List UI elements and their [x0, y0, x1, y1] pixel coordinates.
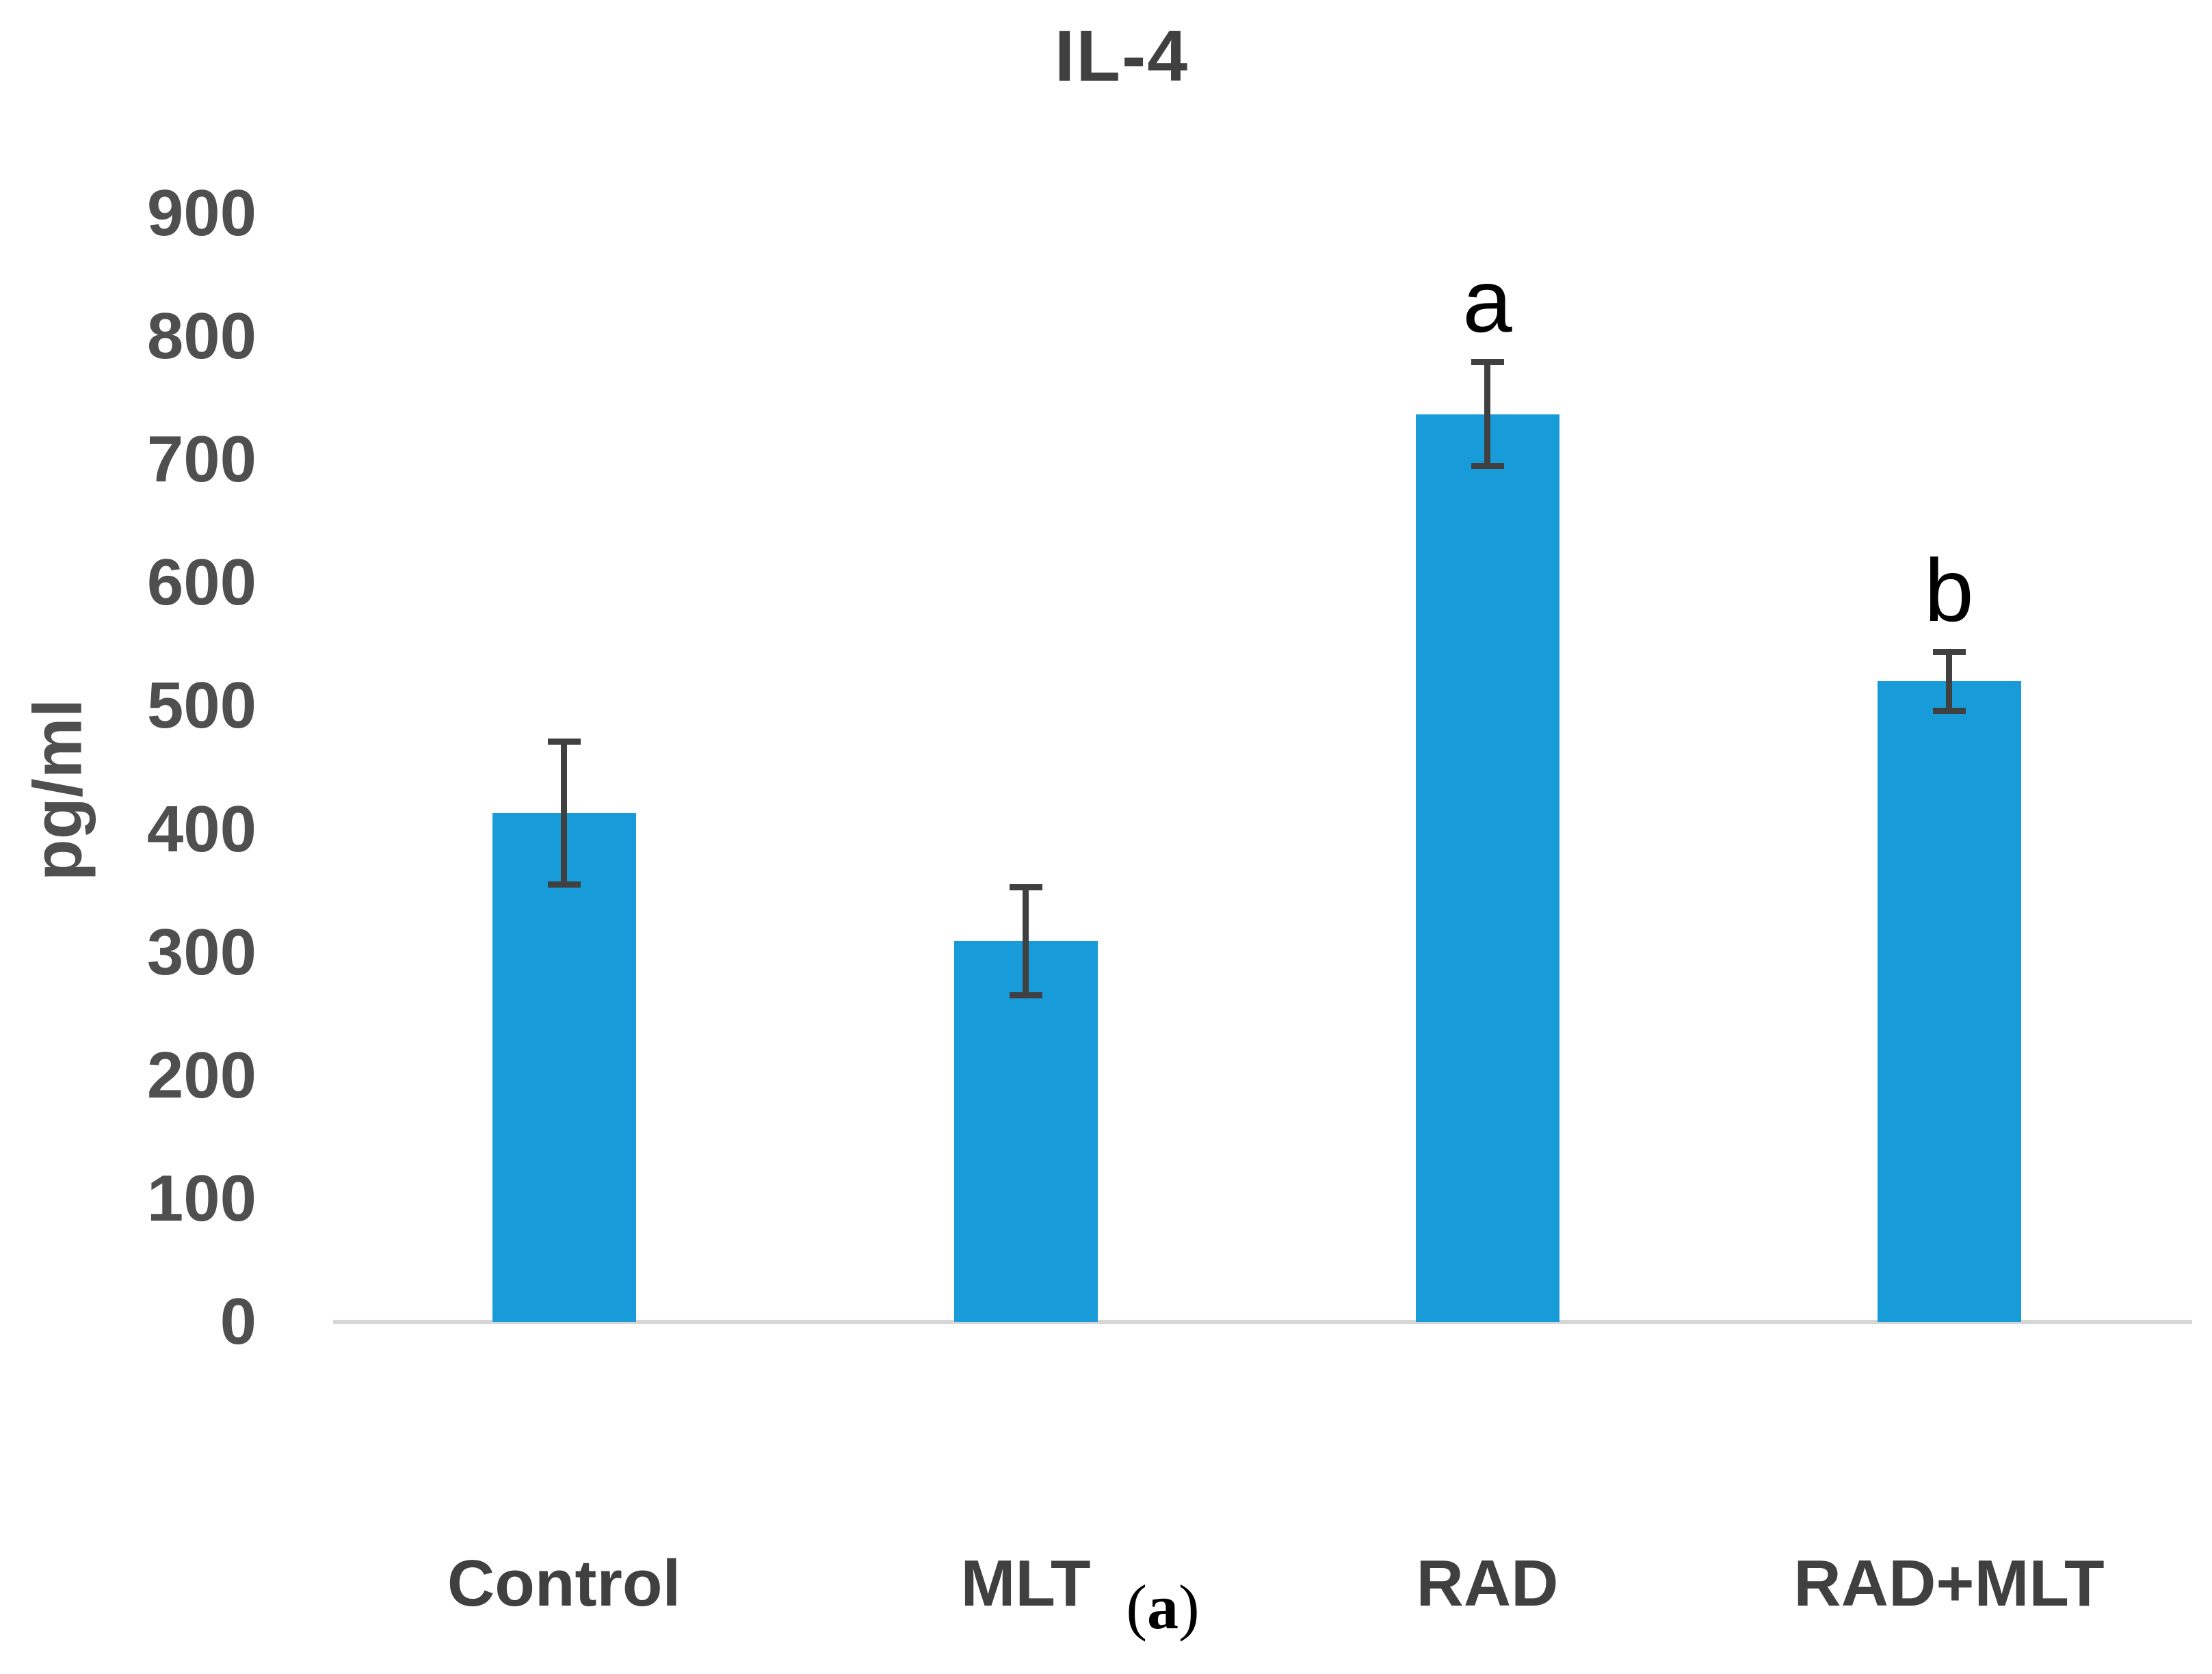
y-axis-tick-label: 400 [146, 792, 256, 866]
y-axis-tick-label: 600 [146, 546, 256, 620]
x-axis-line [333, 1320, 2192, 1324]
error-bar-line [1946, 652, 1952, 711]
y-axis-tick-label: 800 [146, 300, 256, 373]
error-bar-cap-top [1932, 648, 1966, 655]
y-axis-tick-label: 200 [146, 1038, 256, 1112]
error-bar-cap-top [1009, 884, 1042, 890]
significance-letter: b [1924, 540, 1974, 641]
caption-open-paren: ( [1126, 1572, 1147, 1642]
y-axis-tick-label: 900 [146, 176, 256, 250]
y-axis-tick-label: 700 [146, 423, 256, 496]
caption-letter: a [1147, 1572, 1179, 1642]
x-axis-category-label: RAD [1416, 1547, 1559, 1620]
error-bar-cap-bottom [1009, 992, 1042, 999]
error-bar-cap-top [1471, 359, 1504, 366]
chart-title: IL-4 [1054, 16, 1189, 96]
y-axis-tick-label: 300 [146, 915, 256, 989]
x-axis-category-label: RAD+MLT [1793, 1547, 2105, 1620]
bar-rad [1415, 414, 1559, 1322]
x-axis-category-label: MLT [960, 1547, 1091, 1620]
error-bar-cap-top [547, 739, 581, 745]
caption-close-paren: ) [1179, 1572, 1200, 1642]
error-bar-line [561, 741, 567, 885]
bar-mlt [953, 941, 1098, 1322]
bar-rad-mlt [1877, 681, 2021, 1322]
error-bar-cap-bottom [547, 881, 581, 888]
error-bar-line [1484, 362, 1490, 466]
error-bar-line [1023, 887, 1029, 996]
x-axis-category-label: Control [447, 1547, 681, 1620]
y-axis-tick-label: 500 [146, 669, 256, 743]
y-axis-tick-label: 100 [146, 1161, 256, 1235]
error-bar-cap-bottom [1932, 708, 1966, 715]
significance-letter: a [1462, 250, 1512, 351]
bar-control [492, 813, 636, 1322]
figure-caption: (a) [1126, 1573, 1199, 1641]
error-bar-cap-bottom [1471, 462, 1504, 469]
y-axis-tick-label: 0 [220, 1285, 256, 1358]
